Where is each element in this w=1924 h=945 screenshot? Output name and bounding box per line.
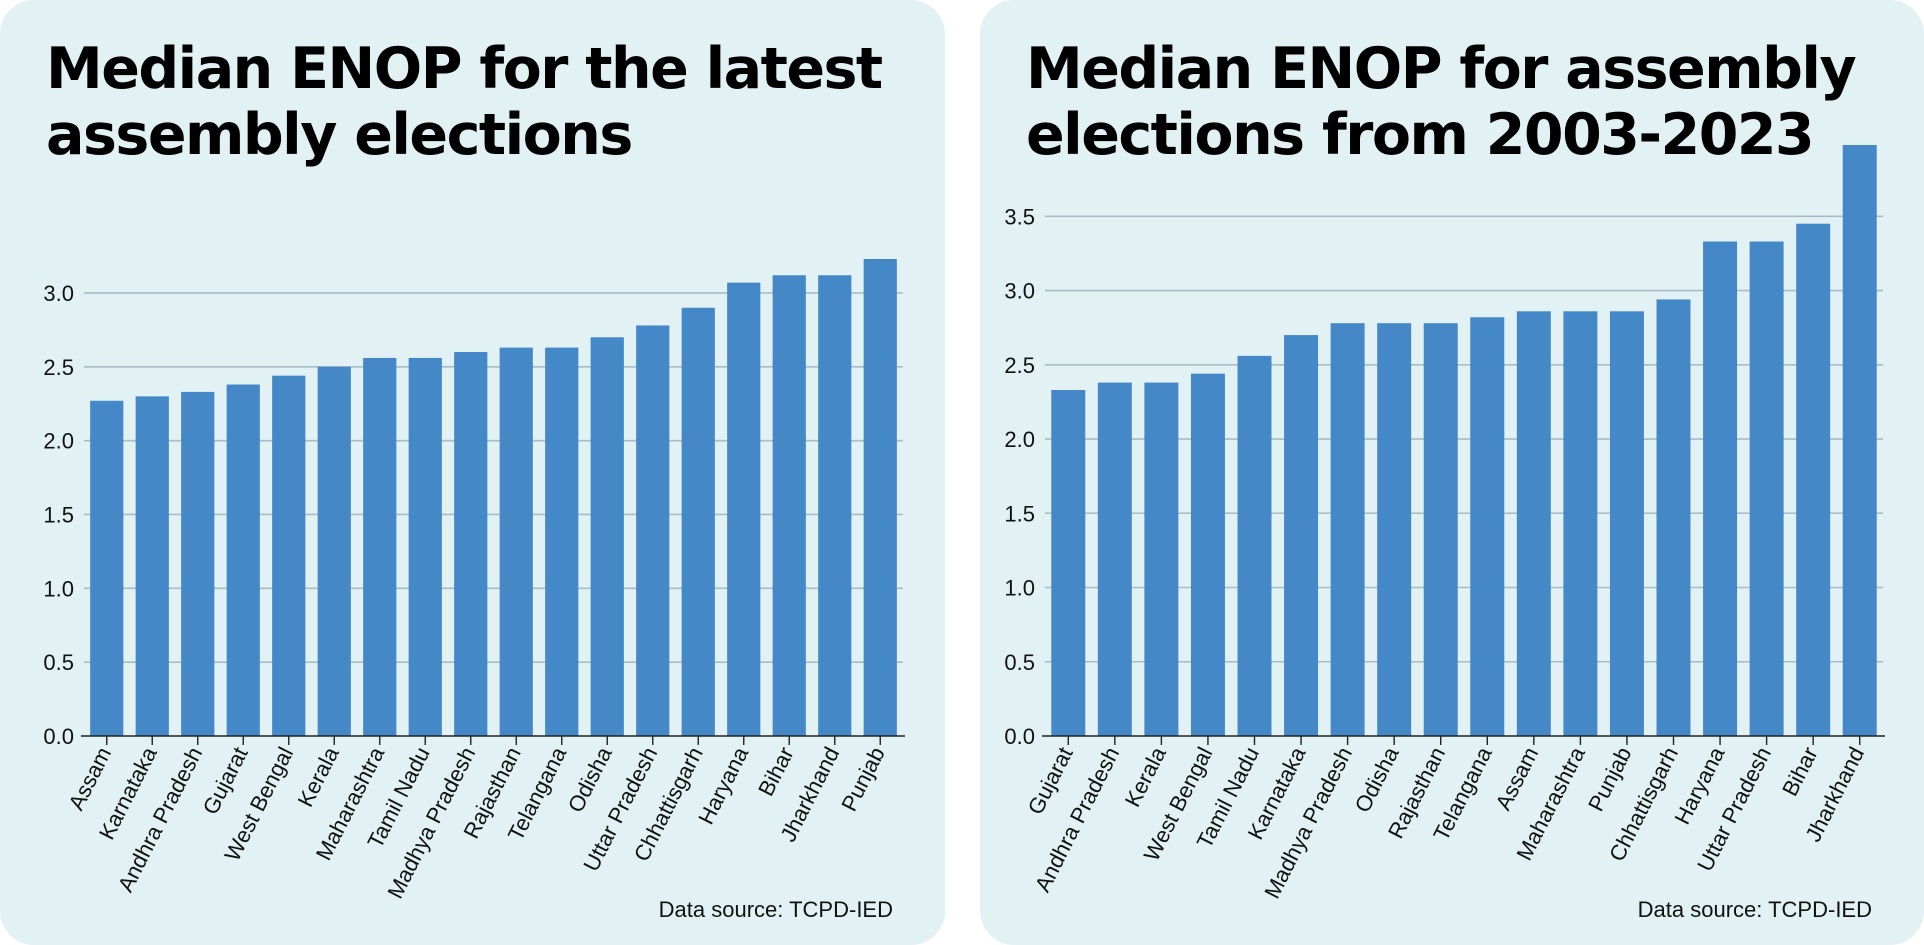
bar bbox=[1237, 355, 1272, 736]
bar bbox=[1563, 311, 1598, 736]
bar bbox=[1190, 373, 1225, 736]
y-tick-label: 2.0 bbox=[43, 429, 74, 454]
bar bbox=[499, 347, 533, 736]
bar bbox=[1051, 390, 1086, 736]
bar bbox=[1842, 145, 1877, 736]
bar bbox=[1516, 311, 1551, 736]
bar bbox=[1330, 323, 1365, 736]
bar bbox=[727, 282, 761, 736]
bar bbox=[1656, 299, 1691, 736]
y-tick-label: 0.5 bbox=[1004, 650, 1035, 675]
bar bbox=[272, 375, 306, 736]
bar bbox=[818, 275, 852, 736]
y-tick-label: 1.5 bbox=[1004, 501, 1035, 526]
bar bbox=[1144, 382, 1179, 736]
bar bbox=[1703, 241, 1738, 737]
x-tick-label: Bihar bbox=[753, 743, 799, 800]
x-tick-label: Kerala bbox=[1120, 742, 1171, 811]
data-source-note: Data source: TCPD-IED bbox=[1637, 897, 1872, 922]
chart-title: Median ENOP for the latest assembly elec… bbox=[46, 36, 883, 168]
bar bbox=[181, 391, 215, 736]
y-tick-label: 3.0 bbox=[1004, 279, 1035, 304]
bar bbox=[1470, 317, 1505, 736]
chart-panel-2003-2023: Median ENOP for assembly elections from … bbox=[980, 0, 1924, 945]
bar bbox=[1097, 382, 1132, 736]
data-source-note: Data source: TCPD-IED bbox=[658, 897, 893, 922]
bar bbox=[1423, 323, 1458, 736]
x-tick-label: Bihar bbox=[1777, 743, 1823, 800]
y-tick-label: 0.0 bbox=[43, 724, 74, 749]
y-tick-label: 2.5 bbox=[1004, 353, 1035, 378]
bar bbox=[545, 347, 579, 736]
x-tick-label: Kerala bbox=[293, 742, 344, 811]
y-tick-label: 2.5 bbox=[43, 355, 74, 380]
bar bbox=[1609, 311, 1644, 736]
bar bbox=[1749, 241, 1784, 737]
x-tick-label: Assam bbox=[1490, 743, 1543, 814]
bar bbox=[226, 384, 260, 736]
bar bbox=[772, 275, 806, 736]
y-tick-label: 1.5 bbox=[43, 502, 74, 527]
bar bbox=[863, 259, 897, 736]
y-tick-label: 3.0 bbox=[43, 281, 74, 306]
bar bbox=[636, 325, 670, 736]
bar bbox=[363, 357, 397, 736]
y-tick-label: 2.0 bbox=[1004, 427, 1035, 452]
bar-chart-latest: 0.00.51.01.52.02.53.0AssamKarnatakaAndhr… bbox=[43, 259, 905, 902]
bar bbox=[681, 307, 715, 736]
bar bbox=[1284, 335, 1319, 736]
bar bbox=[135, 396, 169, 736]
chart-title: Median ENOP for assembly elections from … bbox=[1026, 36, 1857, 168]
x-tick-label: Punjab bbox=[836, 743, 889, 815]
bar bbox=[454, 352, 488, 736]
y-tick-label: 1.0 bbox=[1004, 576, 1035, 601]
bar bbox=[90, 400, 124, 736]
y-tick-label: 0.0 bbox=[1004, 724, 1035, 749]
bar bbox=[590, 337, 624, 736]
bar bbox=[408, 357, 442, 736]
y-tick-label: 3.5 bbox=[1004, 204, 1035, 229]
bar bbox=[1377, 323, 1412, 736]
y-tick-label: 1.0 bbox=[43, 576, 74, 601]
bar bbox=[317, 366, 351, 736]
chart-panel-latest: Median ENOP for the latest assembly elec… bbox=[0, 0, 945, 945]
bar bbox=[1796, 223, 1831, 737]
y-tick-label: 0.5 bbox=[43, 650, 74, 675]
